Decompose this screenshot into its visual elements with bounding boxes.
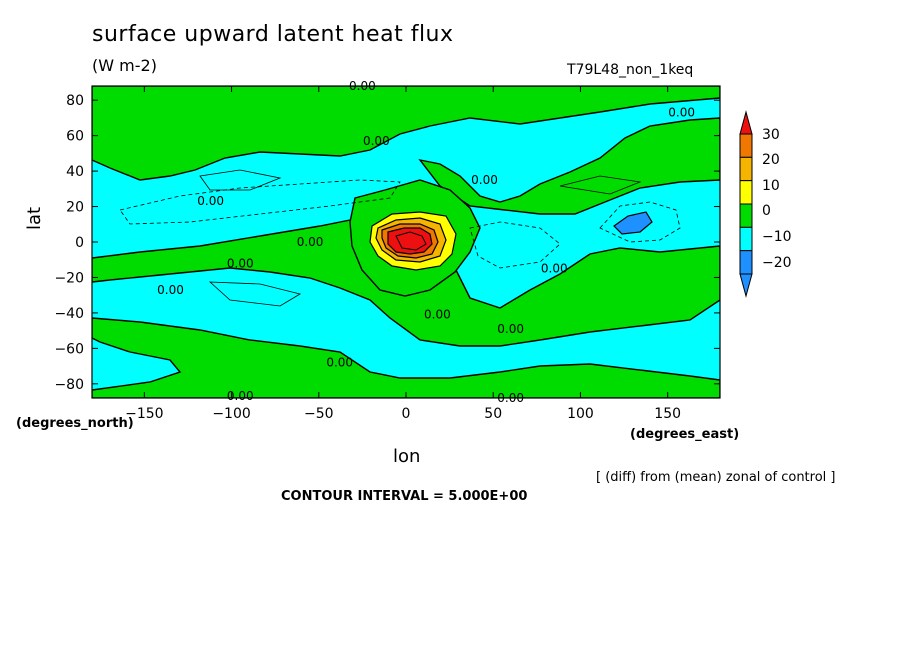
contour-value-label: 0.00 [541, 262, 568, 276]
contour-value-label: 0.00 [424, 308, 451, 322]
y-tick-label: −60 [54, 341, 84, 357]
contour-value-label: 0.00 [326, 356, 353, 370]
field-contour-plus5-b [208, 281, 302, 307]
field-contour-minus5-a [599, 201, 681, 243]
colorbar-tick-label: 10 [762, 178, 780, 194]
chart-title: surface upward latent heat flux [92, 22, 454, 47]
chart-units: (W m-2) [92, 56, 157, 75]
colorbar-band [739, 156, 753, 182]
colorbar-tick-label: −10 [762, 229, 792, 245]
contour-value-label: 0.00 [227, 389, 254, 403]
y-tick-label: 0 [75, 235, 84, 251]
colorbar-band [739, 203, 753, 228]
y-tick-label: 40 [66, 164, 84, 180]
y-tick-label: 20 [66, 200, 84, 216]
contour-value-label: 0.00 [227, 256, 254, 270]
footnote: [ (diff) from (mean) zonal of control ] [596, 470, 836, 485]
colorbar-band [739, 133, 753, 158]
colorbar-band [739, 250, 753, 275]
field-region-north-east [418, 117, 720, 215]
y-tick-label: −20 [54, 270, 84, 286]
colorbar-band [739, 226, 753, 252]
colorbar-tick-label: 30 [762, 127, 780, 143]
x-axis-label: lon [393, 446, 421, 467]
contour-value-label: 0.00 [497, 322, 524, 336]
y-tick-label: −40 [54, 306, 84, 322]
x-tick-label: −100 [212, 406, 250, 422]
run-id-label: T79L48_non_1keq [567, 62, 694, 78]
contour-labels: 0.00 0.00 0.00 0.00 0.00 0.00 0.00 0.00 0.00 0.00… [157, 79, 695, 405]
field-contour-minus5-c [469, 221, 561, 269]
contour-value-label: 0.00 [349, 79, 376, 93]
colorbar-band [739, 180, 753, 205]
x-tick-label: −150 [125, 406, 163, 422]
field-layer [92, 86, 720, 398]
x-axis-units: (degrees_east) [630, 427, 740, 442]
x-axis: −150 −100 −50 0 50 100 150 [125, 86, 681, 422]
x-tick-label: 50 [484, 406, 502, 422]
field-contour-minus10 [613, 211, 653, 235]
field-contour-minus5-b [119, 179, 401, 225]
contour-interval-label: CONTOUR INTERVAL = 5.000E+00 [281, 489, 528, 504]
contour-value-label: 0.00 [297, 235, 324, 249]
colorbar-tick-label: 0 [762, 203, 771, 219]
y-axis-label: lat [24, 206, 45, 230]
contour-value-label: 0.00 [157, 283, 184, 297]
field-region-south-band [92, 317, 720, 398]
field-contour-plus5-c [559, 175, 642, 195]
x-tick-label: 0 [402, 406, 411, 422]
x-tick-label: −50 [304, 406, 334, 422]
y-tick-label: 80 [66, 93, 84, 109]
y-tick-label: 60 [66, 129, 84, 145]
y-axis: −80 −60 −40 −20 0 20 40 60 80 [54, 93, 720, 393]
field-region-north-band [92, 86, 720, 181]
contour-value-label: 0.00 [197, 194, 224, 208]
contour-value-label: 0.00 [497, 391, 524, 405]
colorbar: 30 20 10 0 −10 −20 [739, 110, 792, 298]
field-contour-plus5-a [199, 169, 282, 191]
colorbar-top-arrow [739, 110, 753, 135]
contour-value-label: 0.00 [363, 134, 390, 148]
contour-value-label: 0.00 [668, 106, 695, 120]
colorbar-tick-label: 20 [762, 152, 780, 168]
colorbar-tick-label: −20 [762, 255, 792, 271]
contour-value-label: 0.00 [471, 173, 498, 187]
x-tick-label: 150 [654, 406, 681, 422]
y-axis-units: (degrees_north) [16, 416, 134, 431]
field-contour-30 [395, 231, 427, 251]
colorbar-bottom-arrow [739, 273, 753, 298]
x-tick-label: 100 [567, 406, 594, 422]
y-tick-label: −80 [54, 377, 84, 393]
